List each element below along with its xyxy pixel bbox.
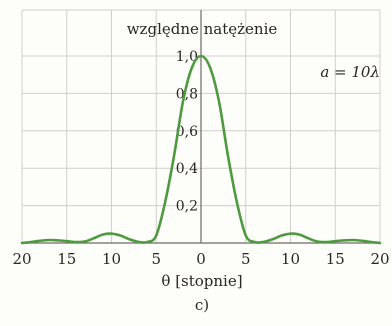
slit-width-annotation: a = 10λ: [320, 63, 380, 81]
x-tick-label-0: 20: [12, 250, 31, 268]
x-tick-label-2: 10: [102, 250, 121, 268]
x-tick-label-8: 20: [370, 250, 389, 268]
x-axis-label: θ [stopnie]: [161, 272, 242, 290]
x-tick-label-7: 15: [326, 250, 345, 268]
figure-caption: c): [195, 296, 209, 314]
chart-title: względne natężenie: [127, 20, 278, 38]
intensity-curve: [20, 54, 382, 245]
y-tick-label-3: 0,8: [176, 86, 198, 102]
y-tick-label-0: 0,2: [176, 199, 198, 215]
x-tick-label-1: 15: [57, 250, 76, 268]
x-tick-labels: 20 15 10 5 0 5 10 15 20: [12, 250, 389, 268]
x-tick-label-3: 5: [151, 250, 161, 268]
y-tick-label-1: 0,4: [176, 161, 198, 177]
y-tick-labels: 0,2 0,4 0,6 0,8 1,0: [176, 49, 198, 215]
x-tick-label-4: 0: [196, 250, 206, 268]
y-tick-label-2: 0,6: [176, 124, 198, 140]
y-tick-label-4: 1,0: [176, 49, 198, 65]
x-tick-label-6: 10: [281, 250, 300, 268]
x-tick-label-5: 5: [241, 250, 251, 268]
